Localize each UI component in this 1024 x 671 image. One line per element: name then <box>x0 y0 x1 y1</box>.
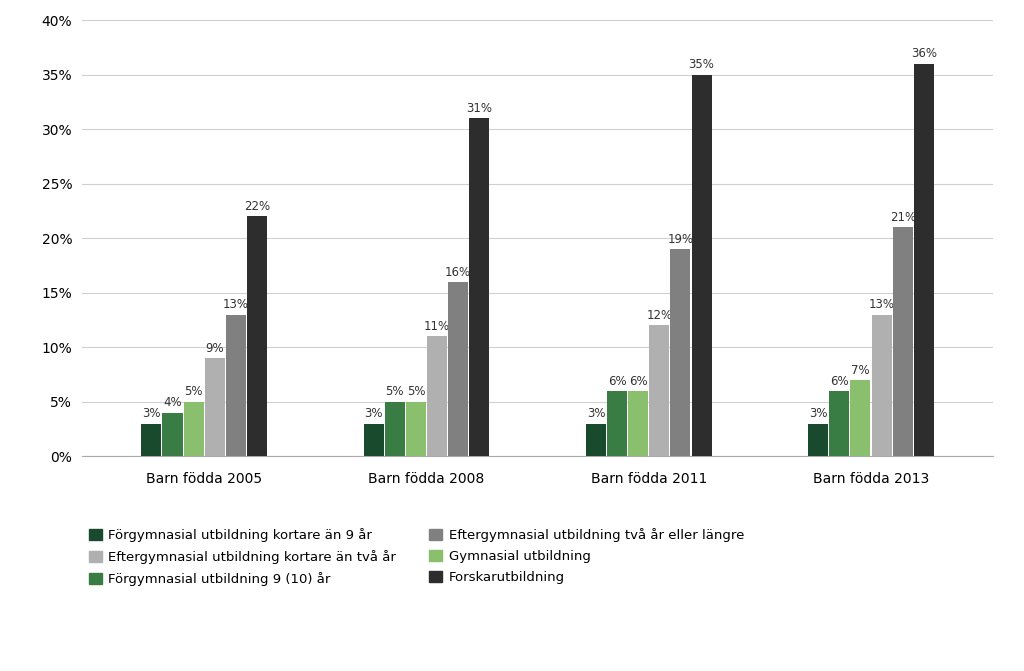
Bar <box>808 423 828 456</box>
Text: 5%: 5% <box>385 386 404 399</box>
Text: 6%: 6% <box>608 374 627 388</box>
Bar <box>607 391 627 456</box>
Bar <box>829 391 849 456</box>
Bar <box>586 423 606 456</box>
Bar <box>205 358 224 456</box>
Text: 3%: 3% <box>809 407 827 420</box>
Bar <box>469 118 489 456</box>
Legend: Förgymnasial utbildning kortare än 9 år, Eftergymnasial utbildning kortare än tv: Förgymnasial utbildning kortare än 9 år,… <box>88 528 744 586</box>
Text: 6%: 6% <box>629 374 647 388</box>
Bar <box>449 282 468 456</box>
Text: 3%: 3% <box>365 407 383 420</box>
Text: 13%: 13% <box>223 299 249 311</box>
Text: 36%: 36% <box>910 48 937 60</box>
Bar <box>893 227 912 456</box>
Bar <box>628 391 648 456</box>
Text: 3%: 3% <box>587 407 605 420</box>
Text: 22%: 22% <box>244 200 270 213</box>
Text: 12%: 12% <box>646 309 673 322</box>
Text: 7%: 7% <box>851 364 869 376</box>
Bar <box>364 423 384 456</box>
Bar <box>226 315 246 456</box>
Bar <box>247 216 267 456</box>
Text: 3%: 3% <box>142 407 161 420</box>
Bar <box>141 423 162 456</box>
Text: 35%: 35% <box>688 58 715 71</box>
Text: 19%: 19% <box>668 233 693 246</box>
Bar <box>851 380 870 456</box>
Text: 13%: 13% <box>868 299 895 311</box>
Bar <box>183 402 204 456</box>
Text: 4%: 4% <box>163 397 182 409</box>
Bar <box>649 325 670 456</box>
Text: 16%: 16% <box>445 266 471 278</box>
Text: 11%: 11% <box>424 320 451 333</box>
Bar <box>385 402 404 456</box>
Text: 5%: 5% <box>407 386 425 399</box>
Bar <box>427 336 447 456</box>
Text: 9%: 9% <box>206 342 224 355</box>
Bar <box>406 402 426 456</box>
Bar <box>913 64 934 456</box>
Text: 5%: 5% <box>184 386 203 399</box>
Text: 21%: 21% <box>890 211 915 224</box>
Bar <box>691 74 712 456</box>
Text: 31%: 31% <box>466 102 493 115</box>
Bar <box>163 413 182 456</box>
Bar <box>671 249 690 456</box>
Text: 6%: 6% <box>830 374 849 388</box>
Bar <box>871 315 892 456</box>
